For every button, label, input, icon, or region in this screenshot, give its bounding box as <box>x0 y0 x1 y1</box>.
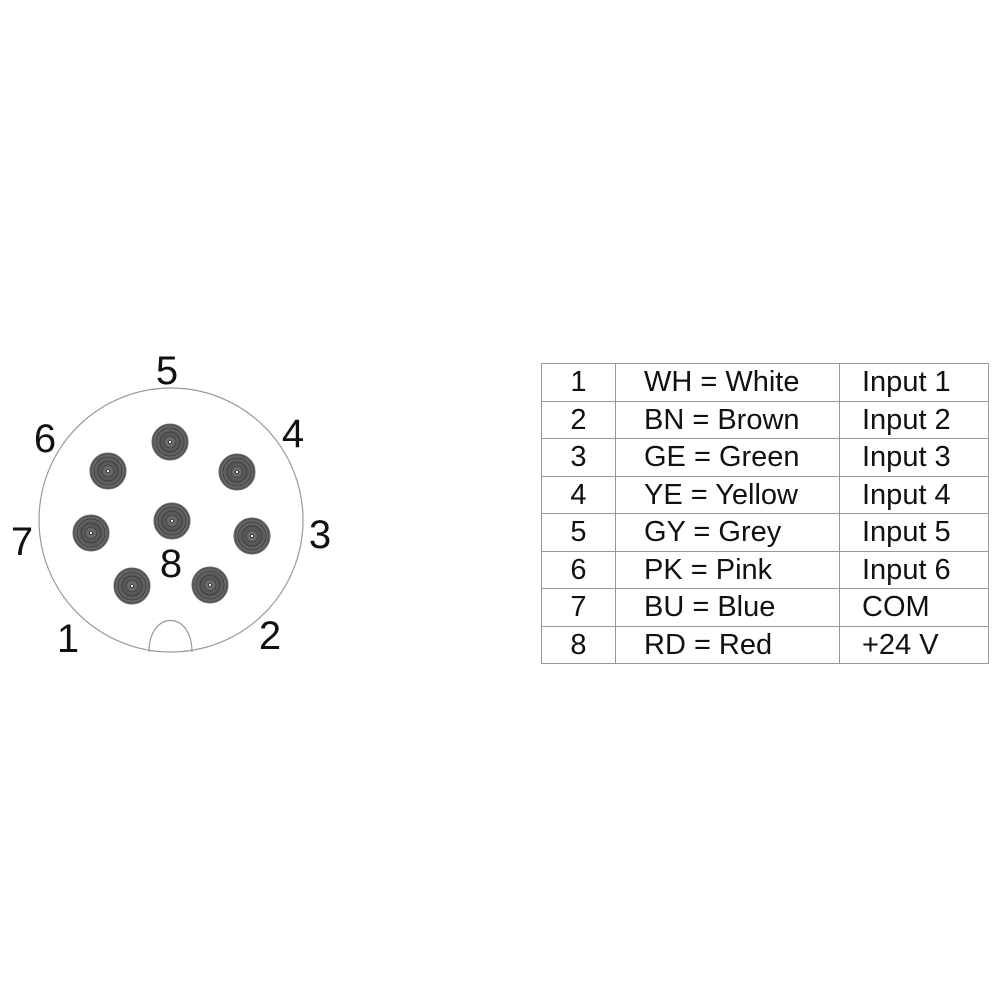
function-cell: Input 4 <box>839 475 989 514</box>
table-row: 4 YE = Yellow Input 4 <box>541 475 989 514</box>
table-row: 3 GE = Green Input 3 <box>541 438 989 477</box>
pin-number-label: 2 <box>259 614 281 658</box>
pin-5-contact <box>151 423 189 461</box>
pin-2-contact <box>191 566 229 604</box>
pin-assignment-table: 1 WH = White Input 1 2 BN = Brown Input 2 3 GE … <box>541 363 989 664</box>
wire-color-cell: BU = Blue <box>615 588 840 627</box>
pin-number-label: 5 <box>156 349 178 393</box>
table-row: 5 GY = Grey Input 5 <box>541 513 989 552</box>
function-cell: Input 1 <box>839 363 989 402</box>
table-row: 6 PK = Pink Input 6 <box>541 550 989 589</box>
wire-color-cell: BN = Brown <box>615 400 840 439</box>
wire-color-cell: RD = Red <box>615 625 840 664</box>
pin-number-label: 1 <box>57 617 79 661</box>
function-cell: COM <box>839 588 989 627</box>
pin-number-cell: 7 <box>541 588 616 627</box>
function-cell: Input 2 <box>839 400 989 439</box>
pin-number-label: 7 <box>11 520 33 564</box>
pin-number-cell: 2 <box>541 400 616 439</box>
pin-number-label: 6 <box>34 417 56 461</box>
pin-number-cell: 5 <box>541 513 616 552</box>
connector-outline <box>38 387 304 653</box>
wire-color-cell: WH = White <box>615 363 840 402</box>
wire-color-cell: GE = Green <box>615 438 840 477</box>
function-cell: Input 5 <box>839 513 989 552</box>
function-cell: Input 3 <box>839 438 989 477</box>
pin-number-cell: 3 <box>541 438 616 477</box>
pin-number-cell: 4 <box>541 475 616 514</box>
function-cell: +24 V <box>839 625 989 664</box>
pin-number-label: 8 <box>160 542 182 586</box>
pin-number-cell: 8 <box>541 625 616 664</box>
table-row: 1 WH = White Input 1 <box>541 363 989 402</box>
function-cell: Input 6 <box>839 550 989 589</box>
table-row: 8 RD = Red +24 V <box>541 625 989 664</box>
pin-number-cell: 1 <box>541 363 616 402</box>
pin-number-label: 4 <box>282 412 304 456</box>
pin-6-contact <box>89 452 127 490</box>
table-row: 7 BU = Blue COM <box>541 588 989 627</box>
pin-8-contact <box>153 502 191 540</box>
wire-color-cell: GY = Grey <box>615 513 840 552</box>
wire-color-cell: YE = Yellow <box>615 475 840 514</box>
pin-4-contact <box>218 453 256 491</box>
pin-3-contact <box>233 517 271 555</box>
coding-key-notch <box>148 619 193 653</box>
wire-color-cell: PK = Pink <box>615 550 840 589</box>
pin-7-contact <box>72 514 110 552</box>
pin-number-label: 3 <box>309 513 331 557</box>
table-row: 2 BN = Brown Input 2 <box>541 400 989 439</box>
pin-number-cell: 6 <box>541 550 616 589</box>
pin-1-contact <box>113 567 151 605</box>
